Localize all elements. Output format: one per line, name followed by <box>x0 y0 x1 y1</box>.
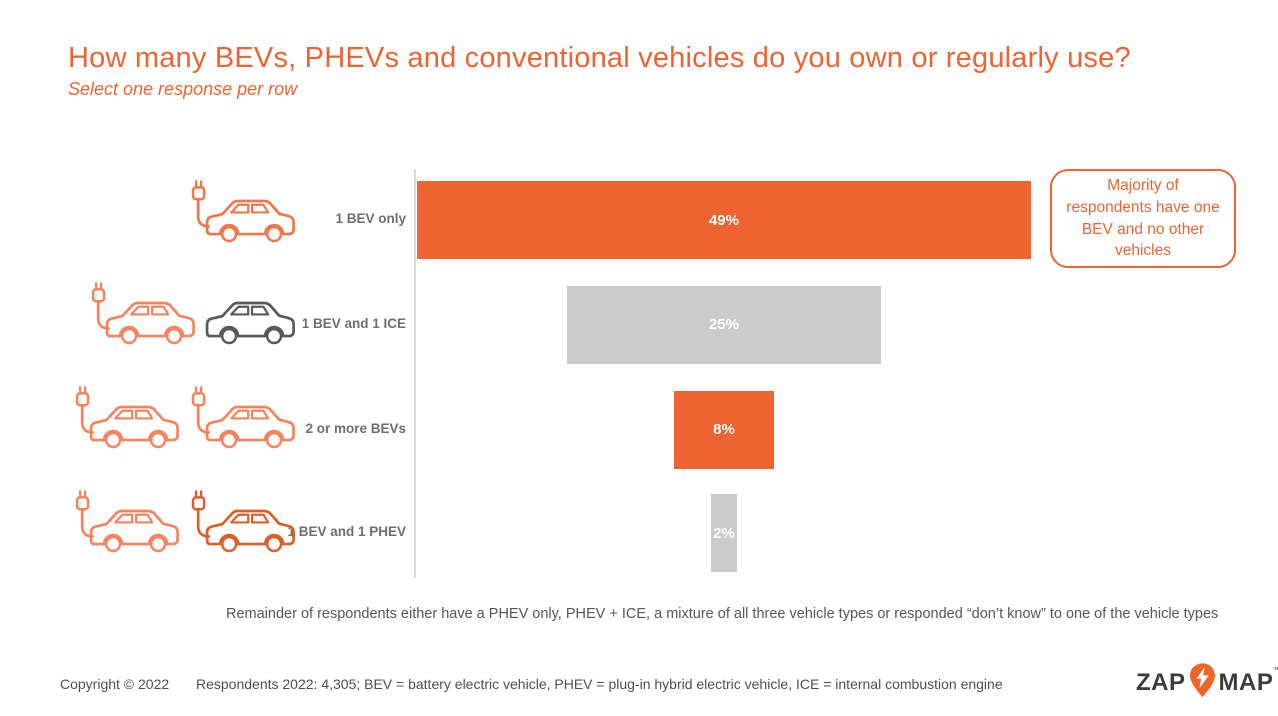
copyright-text: Copyright © 2022 <box>60 676 170 692</box>
ice-car-icon <box>185 280 297 348</box>
ev-car-icon <box>185 178 297 246</box>
vehicle-icon-group <box>69 384 297 452</box>
chart-bar: 25% <box>567 285 881 364</box>
map-pin-lightning-icon <box>1189 662 1216 704</box>
bar-value-label: 25% <box>708 316 739 333</box>
logo-map-text: MAP <box>1218 669 1274 696</box>
callout-text: Majority of respondents have one BEV and… <box>1066 177 1220 260</box>
ev-car-icon <box>185 488 297 556</box>
page-subtitle: Select one response per row <box>68 79 298 99</box>
bar-value-label: 49% <box>708 211 739 229</box>
bar-value-label: 2% <box>713 524 735 542</box>
logo-zap-text: ZAP <box>1136 669 1186 696</box>
chart-bar: 49% <box>416 181 1032 259</box>
page-title: How many BEVs, PHEVs and conventional ve… <box>68 42 1131 74</box>
chart-bar: 8% <box>673 390 775 469</box>
vehicle-icon-group <box>69 488 297 556</box>
ev-car-icon <box>185 384 297 452</box>
ev-car-icon <box>69 384 181 452</box>
bar-value-label: 8% <box>713 421 735 438</box>
y-axis-line <box>414 169 416 578</box>
vehicle-icon-group <box>185 178 297 246</box>
row-label: 1 BEV and 1 ICE <box>301 315 406 331</box>
remainder-note: Remainder of respondents either have a P… <box>226 606 1219 622</box>
vehicle-icon-group <box>85 280 297 348</box>
callout-box: Majority of respondents have one BEV and… <box>1050 169 1236 268</box>
ev-car-icon <box>85 280 197 348</box>
ev-car-icon <box>69 488 181 556</box>
row-label: 1 BEV only <box>335 211 406 226</box>
trademark-symbol: ™ <box>1273 666 1278 675</box>
chart-bar: 2% <box>711 494 737 572</box>
respondents-text: Respondents 2022: 4,305; BEV = battery e… <box>196 676 1003 692</box>
row-label: 2 or more BEVs <box>305 420 406 436</box>
zapmap-logo: ZAP MAP ™ <box>1136 662 1278 704</box>
row-label: 1 BEV and 1 PHEV <box>287 524 406 539</box>
